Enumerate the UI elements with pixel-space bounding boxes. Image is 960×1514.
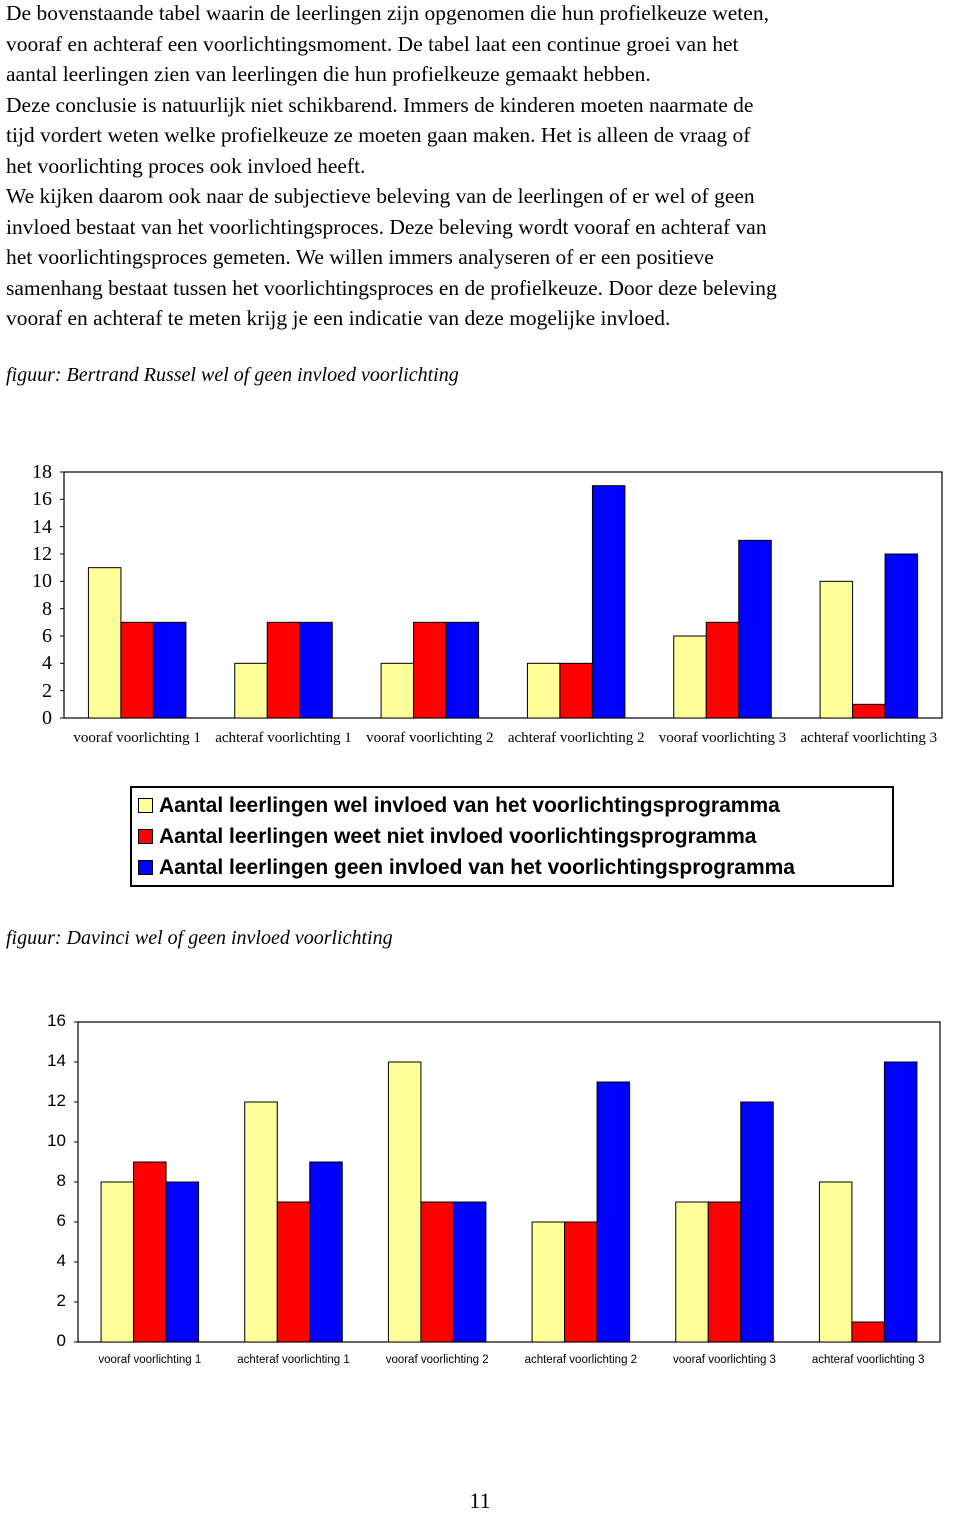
bar (133, 1161, 167, 1343)
y-tick-label: 16 (32, 488, 52, 511)
paragraph-line: invloed bestaat van het voorlichtingspro… (6, 214, 767, 239)
bar (413, 621, 447, 719)
y-tick-label: 0 (42, 707, 52, 729)
bar (591, 485, 626, 719)
bar (452, 1201, 487, 1343)
page-number: 11 (469, 1488, 491, 1513)
bar (883, 1061, 918, 1343)
y-tick-label: 14 (32, 515, 52, 538)
paragraph-line: het voorlichtingsproces gemeten. We will… (6, 245, 714, 269)
x-tick-label: achteraf voorlichting 3 (800, 730, 938, 746)
bar (234, 662, 268, 719)
x-tick-label: vooraf voorlichting 3 (658, 730, 787, 746)
legend-entry: Aantal leerlingen weet niet invloed voor… (138, 821, 886, 852)
legend-swatch (138, 798, 153, 813)
bar (884, 553, 919, 719)
x-tick-label: achteraf voorlichting 2 (507, 730, 645, 746)
x-tick-label: vooraf voorlichting 1 (98, 1354, 202, 1366)
bar (818, 1181, 853, 1343)
bar (673, 635, 707, 719)
bar (445, 621, 480, 719)
y-tick-label: 6 (56, 1211, 66, 1230)
legend-label: Aantal leerlingen weet niet invloed voor… (159, 824, 757, 848)
bar (120, 621, 154, 719)
paragraph-line: We kijken daarom ook naar de subjectieve… (6, 184, 755, 208)
legend-label: Aantal leerlingen wel invloed van het vo… (159, 793, 780, 817)
y-tick-label: 18 (32, 461, 52, 483)
y-tick-label: 4 (56, 1251, 66, 1270)
bar (165, 1181, 200, 1343)
plot-area (77, 1021, 941, 1343)
y-tick-label: 16 (47, 1011, 66, 1030)
legend: Aantal leerlingen wel invloed van het vo… (130, 786, 894, 887)
plot-area (63, 471, 943, 719)
x-tick-label: achteraf voorlichting 3 (811, 1354, 925, 1366)
figure-caption: figuur: Davinci wel of geen invloed voor… (6, 927, 393, 949)
bar (420, 1201, 454, 1343)
legend-swatch (138, 829, 153, 844)
x-tick-label: vooraf voorlichting 2 (366, 730, 494, 746)
bar (87, 567, 122, 719)
bar (852, 703, 886, 719)
bar (309, 1161, 343, 1343)
y-tick-label: 14 (47, 1051, 66, 1070)
y-tick-label: 8 (56, 1171, 66, 1190)
bar (276, 1201, 311, 1343)
bar (526, 662, 561, 719)
bar (675, 1201, 709, 1343)
x-tick-label: achteraf voorlichting 1 (237, 1354, 350, 1366)
bar (596, 1081, 631, 1343)
paragraph-line: aantal leerlingen zien van leerlingen di… (6, 62, 651, 86)
bar (705, 621, 740, 719)
figure-caption: figuur: Bertrand Russel wel of geen invl… (6, 364, 459, 386)
paragraph-line: samenhang bestaat tussen het voorlichtin… (6, 275, 777, 300)
y-tick-label: 8 (42, 597, 52, 620)
bar (152, 621, 187, 719)
y-tick-label: 2 (42, 679, 52, 702)
bar (100, 1181, 135, 1343)
paragraph-line: vooraf en achteraf een voorlichtingsmome… (6, 31, 739, 56)
bar (266, 621, 301, 719)
y-tick-label: 12 (32, 543, 52, 565)
y-tick-label: 2 (56, 1291, 66, 1310)
legend-entry: Aantal leerlingen wel invloed van het vo… (138, 790, 886, 821)
x-tick-label: vooraf voorlichting 2 (385, 1354, 489, 1366)
paragraph-line: tijd vordert weten welke profielkeuze ze… (6, 123, 751, 147)
paragraph-line: vooraf en achteraf te meten krijg je een… (6, 306, 671, 330)
x-tick-label: vooraf voorlichting 3 (673, 1354, 776, 1366)
y-tick-label: 6 (42, 625, 52, 647)
legend-swatch (138, 860, 153, 875)
bar (559, 662, 593, 719)
bar (380, 662, 415, 719)
x-tick-label: achteraf voorlichting 1 (215, 730, 352, 746)
paragraph-line: De bovenstaande tabel waarin de leerling… (6, 1, 769, 25)
legend-entry: Aantal leerlingen geen invloed van het v… (138, 852, 886, 883)
bar (819, 580, 854, 719)
bar (851, 1321, 885, 1343)
y-tick-label: 0 (56, 1331, 66, 1350)
paragraph-line: Deze conclusie is natuurlijk niet schikb… (6, 92, 754, 117)
bar (531, 1221, 566, 1343)
bar (387, 1061, 422, 1343)
bar (740, 1101, 774, 1343)
bar (738, 539, 772, 719)
y-tick-label: 4 (42, 652, 52, 675)
x-tick-label: achteraf voorlichting 2 (524, 1354, 638, 1366)
paragraph-line: het voorlichting proces ook invloed heef… (6, 153, 366, 178)
bar (564, 1221, 598, 1343)
y-tick-label: 10 (32, 570, 52, 593)
legend-label: Aantal leerlingen geen invloed van het v… (159, 855, 795, 879)
bar (707, 1201, 742, 1343)
bar (299, 621, 333, 719)
bar (244, 1101, 278, 1343)
y-tick-label: 10 (47, 1131, 66, 1150)
y-tick-label: 12 (47, 1091, 66, 1110)
x-tick-label: vooraf voorlichting 1 (73, 730, 201, 746)
